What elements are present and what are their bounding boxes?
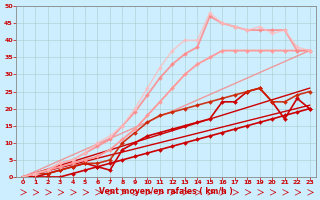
X-axis label: Vent moyen/en rafales ( km/h ): Vent moyen/en rafales ( km/h ) (99, 187, 233, 196)
